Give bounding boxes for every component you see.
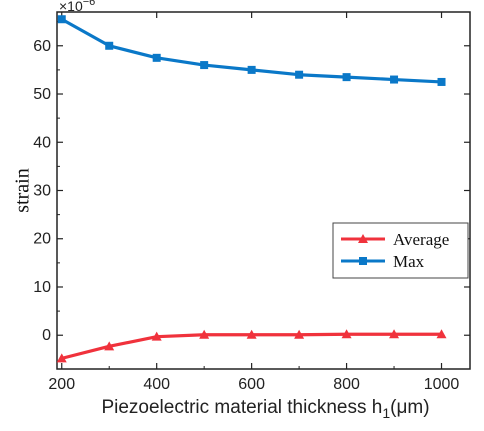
- data-point-average: [151, 331, 162, 341]
- y-tick-label: 20: [33, 231, 51, 248]
- y-tick-label: 50: [33, 86, 51, 103]
- x-tick-label: 200: [48, 376, 75, 393]
- data-point-max: [437, 77, 446, 86]
- series-average: [56, 329, 447, 363]
- data-point-average: [104, 341, 115, 351]
- legend-box: [332, 222, 469, 279]
- y-tick-label: 30: [33, 183, 51, 200]
- data-point-max: [390, 75, 399, 84]
- x-tick-label: 600: [238, 376, 265, 393]
- y-tick-label: 60: [33, 38, 51, 55]
- data-point-average: [436, 329, 447, 339]
- data-point-max: [152, 53, 161, 62]
- data-point-average: [199, 329, 210, 339]
- data-point-max: [200, 61, 209, 70]
- x-tick-label: 1000: [424, 376, 460, 393]
- data-point-max: [295, 70, 304, 79]
- series-max: [57, 15, 446, 86]
- legend: Average Max: [332, 222, 469, 279]
- y-tick-label: 40: [33, 134, 51, 151]
- plot-area: [56, 11, 471, 370]
- x-tick-label: 400: [143, 376, 170, 393]
- data-point-average: [341, 329, 352, 339]
- data-point-average: [56, 353, 67, 363]
- data-point-max: [57, 15, 66, 24]
- x-axis-ticks: 200 400 600 800 1000: [48, 12, 459, 393]
- series-layer: [56, 15, 447, 363]
- y-multiplier-label: ×10−6: [59, 0, 95, 14]
- data-point-average: [389, 329, 400, 339]
- x-axis-title: Piezoelectric material thickness h1(μm): [101, 397, 429, 421]
- legend-marker-average: [358, 234, 368, 243]
- data-point-average: [246, 329, 257, 339]
- y-axis-title: strain: [12, 168, 34, 212]
- data-point-max: [342, 73, 351, 82]
- x-tick-label: 800: [333, 376, 360, 393]
- plot-frame: [56, 11, 471, 370]
- legend-marker-max: [359, 257, 367, 265]
- y-tick-label: 0: [42, 327, 51, 344]
- y-axis-ticks: 0 10 20 30 40 50 60: [33, 21, 470, 344]
- legend-label-max: Max: [393, 252, 425, 271]
- data-point-max: [105, 41, 114, 50]
- data-point-average: [294, 329, 305, 339]
- legend-label-average: Average: [393, 230, 449, 249]
- data-point-max: [247, 65, 256, 74]
- y-tick-label: 10: [33, 279, 51, 296]
